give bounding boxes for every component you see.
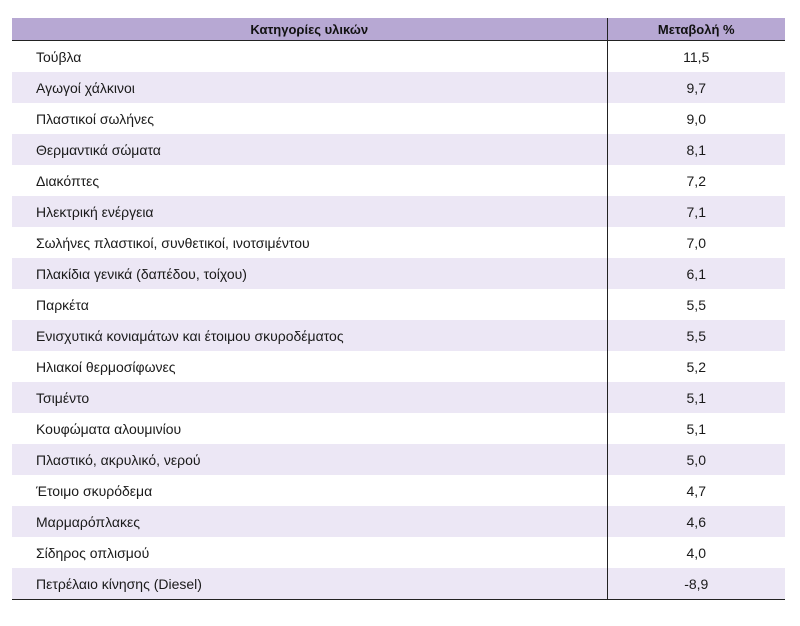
material-category-cell: Ηλιακοί θερμοσίφωνες — [36, 358, 176, 375]
table-row: Πετρέλαιο κίνησης (Diesel) -8,9 — [12, 568, 785, 600]
change-percent-cell: 4,0 — [606, 537, 785, 568]
table-row: Τούβλα 11,5 — [12, 40, 785, 72]
table-row: Ηλιακοί θερμοσίφωνες 5,2 — [12, 351, 785, 382]
material-category-cell: Πλαστικό, ακρυλικό, νερού — [12, 444, 607, 475]
material-category-cell: Κουφώματα αλουμινίου — [36, 420, 182, 437]
material-category-cell: Ηλεκτρική ενέργεια — [12, 196, 607, 227]
materials-table-container: Κατηγορίες υλικών Μεταβολή % Τούβλα 11,5 Α… — [12, 18, 785, 600]
table-row: Σίδηρος οπλισμού 4,0 — [12, 537, 785, 568]
table-row: Πλαστικό, ακρυλικό, νερού 5,0 — [12, 444, 785, 475]
material-category-cell: Τσιμέντο — [12, 382, 607, 413]
table-row: Έτοιμο σκυρόδεμα 4,7 — [12, 475, 785, 506]
change-percent-cell: 9,7 — [606, 72, 785, 103]
change-percent-cell: 7,2 — [606, 165, 785, 196]
table-row: Αγωγοί χάλκινοι 9,7 — [12, 72, 785, 103]
table-row: Διακόπτες 7,2 — [12, 165, 785, 196]
material-category-cell: Πλαστικοί σωλήνες — [36, 110, 154, 127]
material-category-cell: Θερμαντικά σώματα — [12, 134, 607, 165]
change-percent-cell: 5,5 — [606, 289, 785, 320]
material-category-cell: Διακόπτες — [36, 172, 100, 189]
change-percent-cell: 4,7 — [606, 475, 785, 506]
table-body: Τούβλα 11,5 Αγωγοί χάλκινοι 9,7 Πλαστικοί σω… — [12, 40, 785, 600]
material-category-cell: Σίδηρος οπλισμού — [36, 544, 150, 561]
material-category-cell: Ενισχυτικά κονιαμάτων και έτοιμου σκυροδ… — [12, 320, 607, 351]
table-row: Παρκέτα 5,5 — [12, 289, 785, 320]
change-percent-cell: 5,1 — [606, 413, 785, 444]
header-row: Κατηγορίες υλικών Μεταβολή % — [12, 18, 785, 41]
change-percent-cell: 11,5 — [606, 40, 785, 72]
header-change-percent: Μεταβολή % — [606, 18, 785, 41]
material-category-cell: Πλακίδια γενικά (δαπέδου, τοίχου) — [12, 258, 607, 289]
change-percent-cell: 4,6 — [606, 506, 785, 537]
material-category-cell: Παρκέτα — [36, 296, 89, 313]
change-percent-cell: 7,0 — [606, 227, 785, 258]
material-category-cell: Αγωγοί χάλκινοι — [12, 72, 607, 103]
change-percent-cell: 5,1 — [606, 382, 785, 413]
table-row: Σωλήνες πλαστικοί, συνθετικοί, ινοτσιμέν… — [12, 227, 785, 258]
change-percent-cell: 5,0 — [606, 444, 785, 475]
change-percent-cell: 5,5 — [606, 320, 785, 351]
material-category-cell: Τούβλα — [36, 48, 82, 65]
header-category: Κατηγορίες υλικών — [12, 18, 607, 41]
table-row: Κουφώματα αλουμινίου 5,1 — [12, 413, 785, 444]
table-row: Μαρμαρόπλακες 4,6 — [12, 506, 785, 537]
change-percent-cell: -8,9 — [606, 568, 785, 600]
change-percent-cell: 5,2 — [606, 351, 785, 382]
change-percent-cell: 8,1 — [606, 134, 785, 165]
material-category-cell: Πετρέλαιο κίνησης (Diesel) — [12, 568, 607, 600]
material-category-cell: Έτοιμο σκυρόδεμα — [36, 482, 153, 499]
material-category-cell: Μαρμαρόπλακες — [12, 506, 607, 537]
table-header: Κατηγορίες υλικών Μεταβολή % — [12, 18, 785, 41]
table-row: Πλαστικοί σωλήνες 9,0 — [12, 103, 785, 134]
materials-price-change-table: Κατηγορίες υλικών Μεταβολή % Τούβλα 11,5 Α… — [12, 18, 785, 600]
table-row: Ηλεκτρική ενέργεια 7,1 — [12, 196, 785, 227]
material-category-cell: Σωλήνες πλαστικοί, συνθετικοί, ινοτσιμέν… — [36, 234, 310, 251]
table-row: Ενισχυτικά κονιαμάτων και έτοιμου σκυροδ… — [12, 320, 785, 351]
change-percent-cell: 7,1 — [606, 196, 785, 227]
table-row: Πλακίδια γενικά (δαπέδου, τοίχου) 6,1 — [12, 258, 785, 289]
change-percent-cell: 6,1 — [606, 258, 785, 289]
table-row: Θερμαντικά σώματα 8,1 — [12, 134, 785, 165]
change-percent-cell: 9,0 — [606, 103, 785, 134]
table-row: Τσιμέντο 5,1 — [12, 382, 785, 413]
